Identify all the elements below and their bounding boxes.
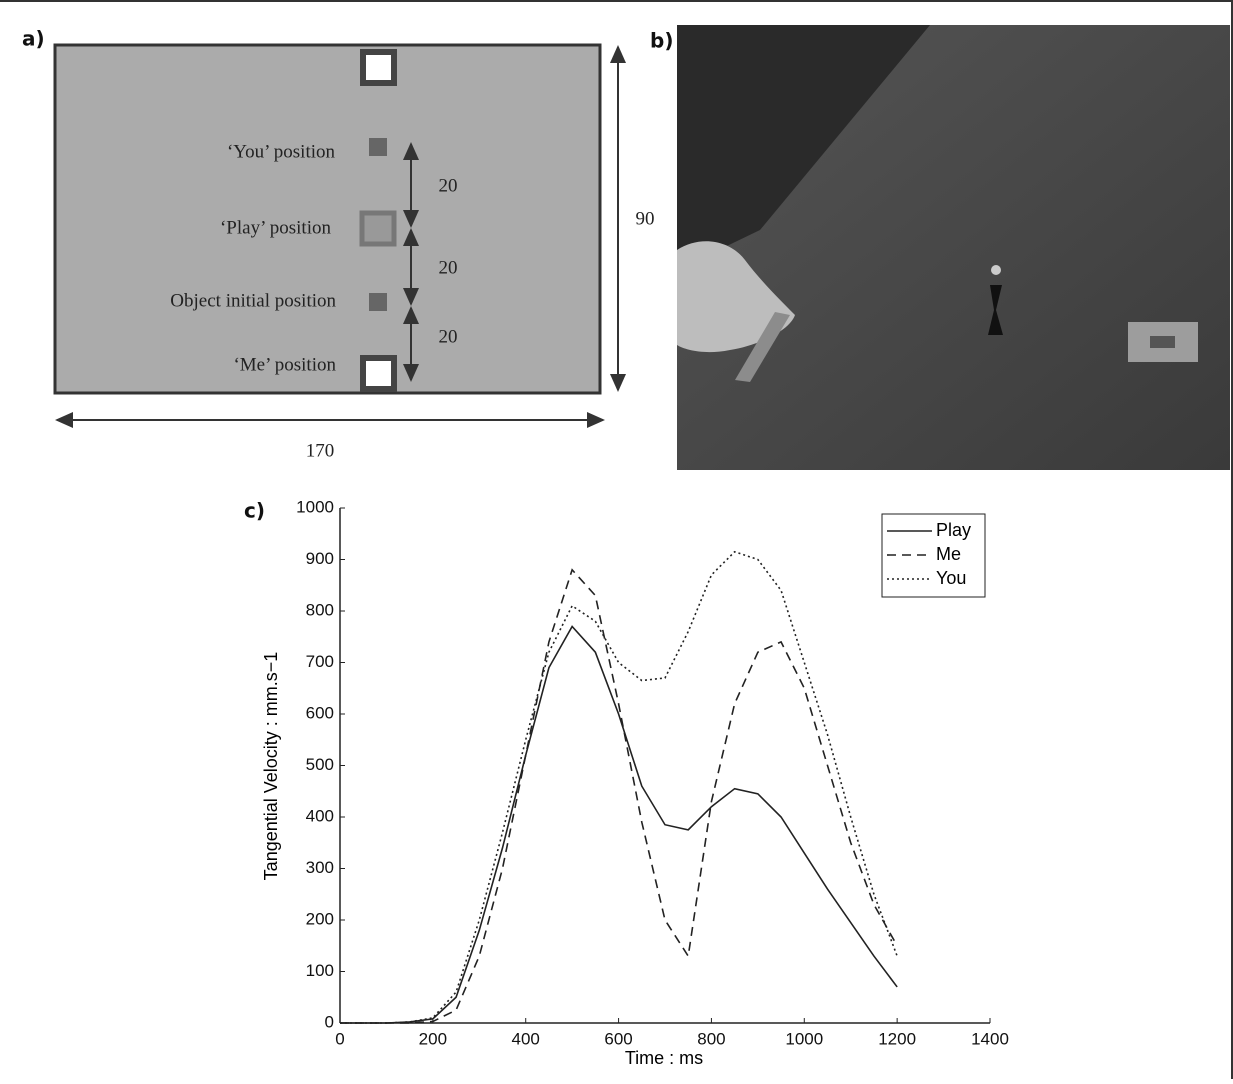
x-tick-label: 1400 <box>971 1029 1009 1048</box>
y-axis-label: Tangential Velocity : mm.s−1 <box>261 652 281 881</box>
y-tick-label: 500 <box>306 755 334 774</box>
panel-label: b) <box>650 29 673 53</box>
dimension: 170 <box>306 440 335 461</box>
y-tick-label: 900 <box>306 549 334 568</box>
dimension: 90 <box>636 208 655 229</box>
target <box>363 358 394 389</box>
x-tick-label: 1000 <box>785 1029 823 1048</box>
series-line <box>340 626 897 1023</box>
y-tick-label: 100 <box>306 961 334 980</box>
photo <box>677 25 1230 470</box>
panel-label: c) <box>244 499 265 523</box>
y-tick-label: 800 <box>306 600 334 619</box>
x-tick-label: 800 <box>697 1029 725 1048</box>
dimension: 20 <box>439 257 458 278</box>
label: ‘Play’ position <box>220 217 332 238</box>
y-tick-label: 300 <box>306 858 334 877</box>
y-tick-label: 200 <box>306 909 334 928</box>
legend-label: Me <box>936 544 961 564</box>
x-tick-label: 0 <box>335 1029 344 1048</box>
square <box>369 293 387 311</box>
label: ‘You’ position <box>227 141 336 162</box>
square <box>369 138 387 156</box>
label: Object initial position <box>170 290 336 311</box>
dimension: 20 <box>439 326 458 347</box>
panel-label: a) <box>22 27 45 51</box>
target <box>363 52 394 83</box>
series-line <box>340 552 897 1023</box>
legend-label: Play <box>936 520 971 540</box>
square <box>362 213 394 244</box>
x-tick-label: 200 <box>419 1029 447 1048</box>
legend-label: You <box>936 568 966 588</box>
y-tick-label: 700 <box>306 652 334 671</box>
y-tick-label: 0 <box>325 1012 334 1031</box>
y-tick-label: 400 <box>306 806 334 825</box>
series-line <box>340 570 897 1023</box>
figure: a) ‘You’ position ‘Play’ position Object… <box>0 0 1233 1079</box>
label: ‘Me’ position <box>233 354 336 375</box>
y-tick-label: 600 <box>306 703 334 722</box>
dimension: 20 <box>439 175 458 196</box>
x-tick-label: 600 <box>604 1029 632 1048</box>
x-tick-label: 1200 <box>878 1029 916 1048</box>
x-axis-label: Time : ms <box>625 1048 703 1068</box>
x-tick-label: 400 <box>512 1029 540 1048</box>
y-tick-label: 1000 <box>296 497 334 516</box>
